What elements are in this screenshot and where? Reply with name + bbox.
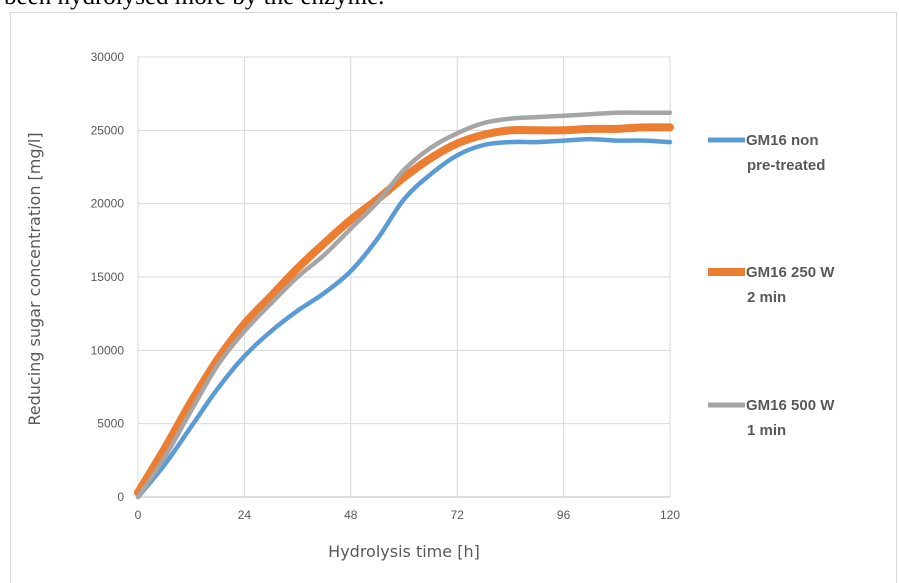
y-tick-label: 25000 bbox=[91, 123, 125, 137]
series-line-2 bbox=[134, 123, 674, 497]
y-tick-label: 10000 bbox=[91, 343, 125, 357]
legend-label: GM16 non bbox=[746, 132, 819, 149]
x-tick-label: 48 bbox=[344, 508, 358, 522]
y-tick-label: 30000 bbox=[91, 50, 125, 64]
legend-label: 2 min bbox=[747, 289, 786, 306]
x-axis-title: Hydrolysis time [h] bbox=[328, 542, 480, 561]
chart-area bbox=[10, 12, 897, 583]
x-tick-label: 0 bbox=[135, 508, 142, 522]
y-tick-label: 5000 bbox=[97, 417, 124, 431]
y-tick-label: 0 bbox=[117, 490, 124, 504]
legend-label: GM16 500 W bbox=[746, 397, 835, 414]
legend-label: 1 min bbox=[747, 422, 786, 439]
y-axis-title: Reducing sugar concentration [mg/l] bbox=[25, 132, 44, 425]
legend: GM16 non pre-treated GM16 250 W 2 min GM16 5… bbox=[708, 132, 835, 439]
y-axis-tick-labels: 0 5000 10000 15000 20000 25000 30000 bbox=[91, 50, 125, 504]
y-tick-label: 20000 bbox=[91, 197, 125, 211]
series-line-3 bbox=[135, 110, 673, 500]
legend-label: GM16 250 W bbox=[746, 264, 835, 281]
body-text-fragment: been hydrolysed more by the enzyme. bbox=[4, 0, 384, 12]
x-tick-label: 96 bbox=[557, 508, 571, 522]
x-tick-label: 24 bbox=[238, 508, 252, 522]
grid-lines bbox=[137, 56, 671, 497]
x-axis-tick-labels: 0 24 48 72 96 120 bbox=[135, 508, 681, 522]
series-lines bbox=[134, 110, 674, 500]
x-tick-label: 120 bbox=[660, 508, 680, 522]
y-tick-label: 15000 bbox=[91, 270, 125, 284]
x-tick-label: 72 bbox=[451, 508, 465, 522]
legend-label: pre-treated bbox=[747, 157, 825, 174]
series-line-1 bbox=[135, 136, 673, 500]
